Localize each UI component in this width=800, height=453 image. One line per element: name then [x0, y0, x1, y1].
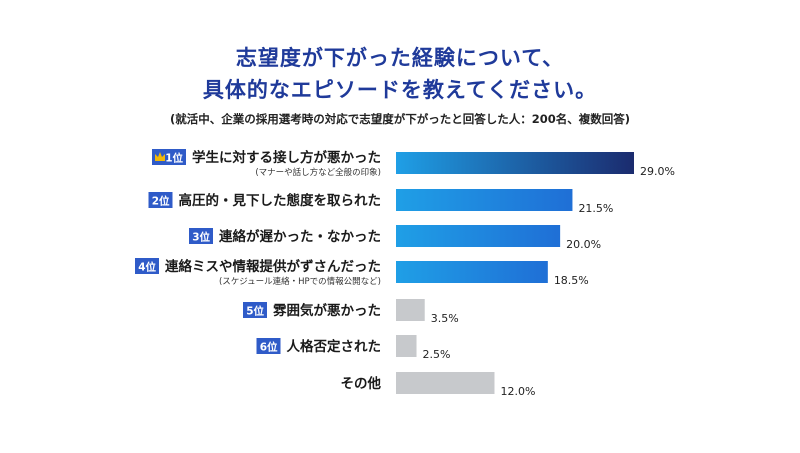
value-label-5: 3.5%	[431, 312, 459, 325]
chart-subtitle: (就活中、企業の採用選考時の対応で志望度が下がったと回答した人：200名、複数回…	[169, 112, 630, 126]
rank-label-1: 1位	[165, 152, 183, 165]
rank-badge-4	[135, 258, 159, 274]
bar-7	[396, 372, 495, 394]
value-label-7: 12.0%	[500, 385, 535, 398]
chart-title-line-1: 志望度が下がった経験について、	[235, 46, 565, 70]
category-label-6: 人格否定された	[287, 338, 382, 355]
bar-2	[396, 189, 573, 211]
category-label-5: 雰囲気が悪かった	[273, 302, 381, 319]
rank-label-5: 5位	[246, 305, 264, 318]
chart-title-line-2: 具体的なエピソードを教えてください。	[202, 78, 598, 102]
value-label-6: 2.5%	[423, 348, 451, 361]
value-label-4: 18.5%	[554, 274, 589, 287]
rank-badge-3	[189, 228, 213, 244]
rank-label-3: 3位	[192, 231, 210, 244]
rank-label-6: 6位	[260, 341, 278, 354]
category-label-2: 高圧的・見下した態度を取られた	[179, 192, 382, 209]
bar-4	[396, 261, 548, 283]
category-note-1: (マナーや話し方など全般の印象)	[255, 167, 381, 178]
rank-badge-5	[243, 302, 267, 318]
category-label-3: 連絡が遅かった・なかった	[219, 228, 381, 245]
category-label-4: 連絡ミスや情報提供がずさんだった	[165, 258, 381, 275]
rank-badge-6	[256, 338, 281, 354]
category-label-1: 学生に対する接し方が悪かった	[192, 149, 381, 166]
bar-6	[396, 335, 417, 357]
value-label-1: 29.0%	[640, 165, 675, 178]
bar-1	[396, 152, 634, 174]
rank-label-4: 4位	[138, 261, 156, 274]
bar-5	[396, 299, 425, 321]
rank-badge-2	[148, 192, 173, 208]
value-label-3: 20.0%	[566, 238, 601, 251]
category-note-4: (スケジュール連絡・HPでの情報公開など)	[219, 276, 381, 287]
bar-3	[396, 225, 561, 247]
crown-icon	[155, 152, 165, 161]
value-label-2: 21.5%	[578, 202, 613, 215]
category-label-7: その他	[341, 375, 382, 392]
rank-label-2: 2位	[152, 195, 170, 208]
